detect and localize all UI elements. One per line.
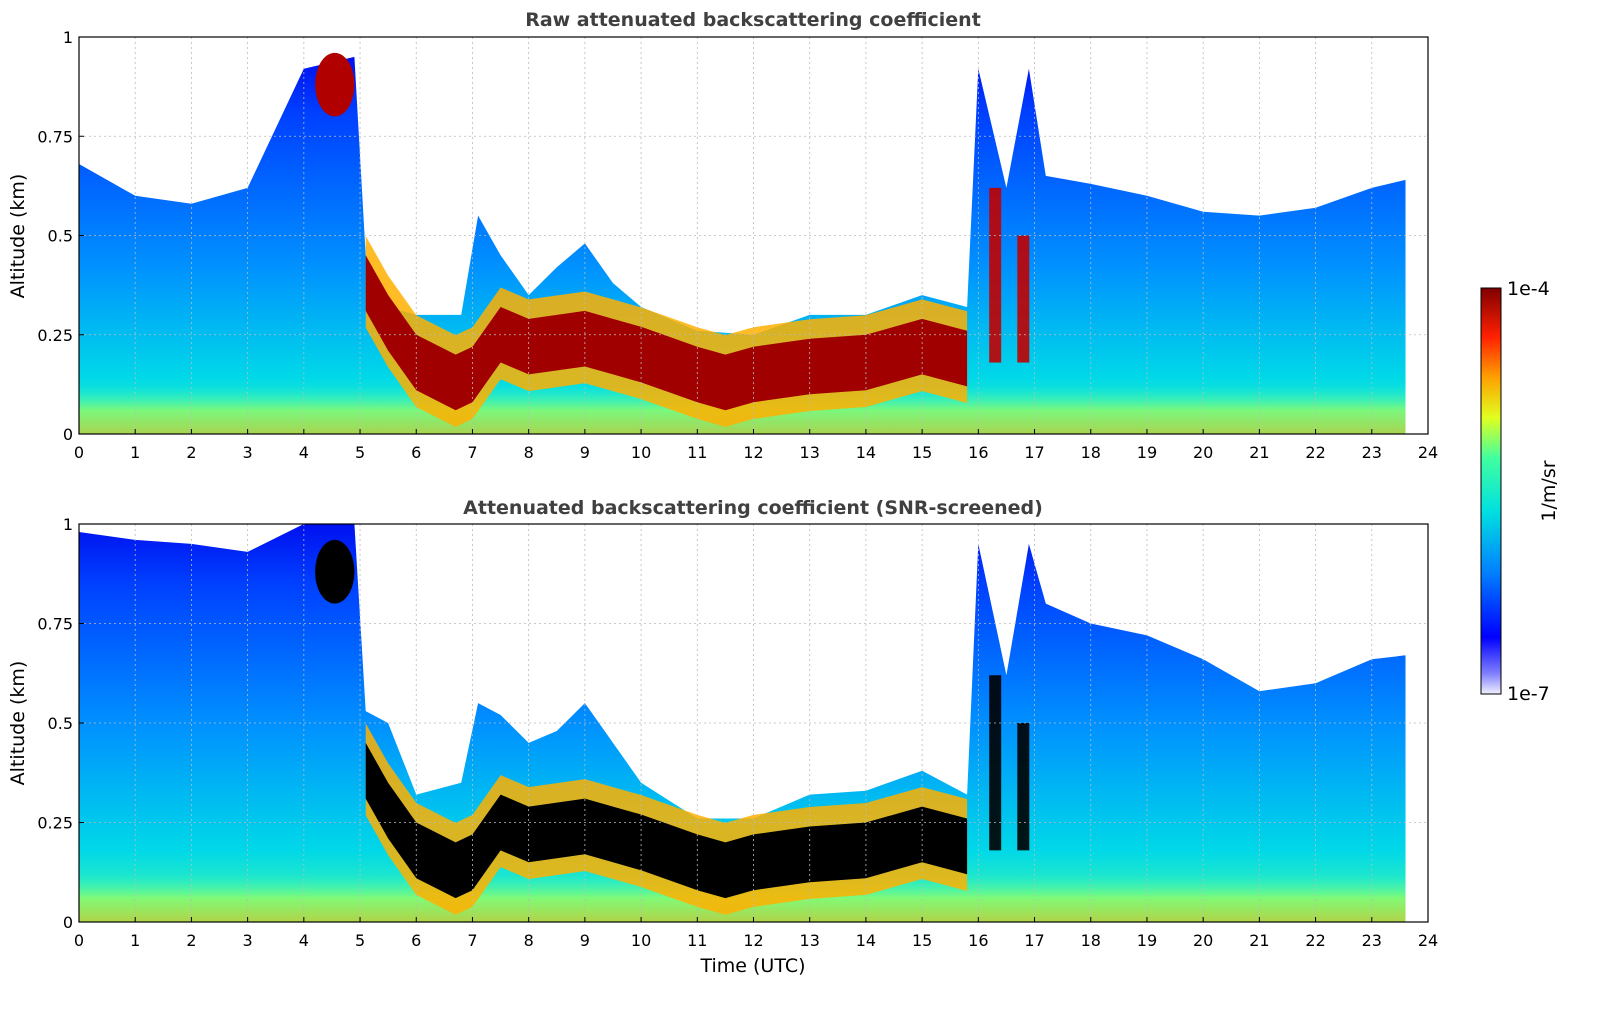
x-tick-label: 14 [856, 931, 876, 950]
y-tick-label: 0.5 [48, 714, 73, 733]
elevated-cloud [315, 539, 355, 604]
x-tick-label: 4 [299, 443, 309, 462]
colorbar: 1e-4 1e-7 1/m/sr [1480, 278, 1560, 705]
x-tick-label: 13 [800, 931, 820, 950]
x-tick-label: 16 [968, 931, 988, 950]
y-tick-label: 0.25 [37, 326, 73, 345]
x-tick-label: 9 [580, 443, 590, 462]
x-tick-label: 4 [299, 931, 309, 950]
cloud-core [365, 255, 968, 411]
colorbar-gradient [1480, 287, 1502, 695]
fall-streak [1017, 235, 1030, 363]
x-tick-label: 22 [1305, 931, 1325, 950]
x-tick-label: 24 [1418, 931, 1438, 950]
y-tick-label: 0.75 [37, 615, 73, 634]
x-tick-label: 19 [1137, 443, 1157, 462]
screened-panel-title: Attenuated backscattering coefficient (S… [463, 497, 1043, 519]
x-tick-label: 15 [912, 931, 932, 950]
x-tick-label: 5 [355, 931, 365, 950]
cloud-core [365, 742, 968, 899]
x-tick-label: 11 [687, 931, 707, 950]
fall-streak [989, 187, 1002, 363]
x-tick-label: 3 [243, 931, 253, 950]
x-tick-label: 20 [1193, 443, 1213, 462]
x-tick-label: 17 [1024, 443, 1044, 462]
x-tick-label: 3 [243, 443, 253, 462]
y-tick-label: 0.25 [37, 814, 73, 833]
x-tick-label: 17 [1024, 931, 1044, 950]
y-tick-labels-2: 0 0.25 0.5 0.75 1 [37, 515, 84, 932]
fall-streak [989, 675, 1002, 851]
x-tick-label: 22 [1305, 443, 1325, 462]
x-tick-label: 6 [411, 443, 421, 462]
x-tick-label: 7 [467, 931, 477, 950]
raw-backscatter-panel: Raw attenuated backscattering coefficien… [7, 9, 1438, 462]
x-tick-label: 19 [1137, 931, 1157, 950]
x-axis-label: Time (UTC) [699, 955, 805, 977]
x-tick-label: 14 [856, 443, 876, 462]
x-tick-label: 12 [743, 931, 763, 950]
x-tick-labels-1: 0 1 2 3 4 5 6 7 8 9 10 11 12 13 14 15 16 17 18 19 20 21 22 23 24 [74, 429, 1438, 462]
fall-streak [1017, 723, 1030, 851]
x-tick-label: 20 [1193, 931, 1213, 950]
x-tick-label: 12 [743, 443, 763, 462]
x-tick-label: 18 [1081, 443, 1101, 462]
x-tick-label: 23 [1362, 931, 1382, 950]
colorbar-max-label: 1e-4 [1507, 278, 1550, 300]
x-tick-label: 18 [1081, 931, 1101, 950]
x-tick-label: 8 [524, 443, 534, 462]
x-tick-label: 1 [130, 931, 140, 950]
y-tick-label: 1 [63, 28, 73, 47]
x-tick-label: 2 [186, 931, 196, 950]
x-tick-label: 1 [130, 443, 140, 462]
x-tick-label: 13 [800, 443, 820, 462]
x-tick-label: 16 [968, 443, 988, 462]
x-tick-label: 21 [1249, 931, 1269, 950]
x-tick-label: 11 [687, 443, 707, 462]
y-tick-label: 0.5 [48, 227, 73, 246]
x-tick-label: 0 [74, 931, 84, 950]
x-tick-label: 10 [631, 443, 651, 462]
x-tick-label: 7 [467, 443, 477, 462]
x-tick-label: 5 [355, 443, 365, 462]
x-tick-label: 24 [1418, 443, 1438, 462]
raw-panel-title: Raw attenuated backscattering coefficien… [525, 9, 981, 31]
x-tick-label: 21 [1249, 443, 1269, 462]
elevated-cloud [315, 52, 355, 117]
x-tick-label: 8 [524, 931, 534, 950]
y-tick-labels-1: 0 0.25 0.5 0.75 1 [37, 28, 84, 444]
y-tick-label: 0 [63, 425, 73, 444]
x-tick-label: 9 [580, 931, 590, 950]
x-tick-label: 10 [631, 931, 651, 950]
screened-backscatter-panel: Attenuated backscattering coefficient (S… [7, 497, 1438, 977]
x-tick-label: 15 [912, 443, 932, 462]
y-tick-label: 1 [63, 515, 73, 534]
colorbar-min-label: 1e-7 [1507, 683, 1550, 705]
x-tick-label: 2 [186, 443, 196, 462]
x-tick-label: 6 [411, 931, 421, 950]
colorbar-unit-label: 1/m/sr [1538, 460, 1560, 521]
x-tick-label: 23 [1362, 443, 1382, 462]
y-axis-label-2: Altitude (km) [7, 661, 29, 786]
y-axis-label-1: Altitude (km) [7, 174, 29, 299]
y-tick-label: 0 [63, 913, 73, 932]
y-tick-label: 0.75 [37, 127, 73, 146]
backscatter-field-1 [79, 52, 1406, 435]
x-tick-labels-2: 0 1 2 3 4 5 6 7 8 9 10 11 12 13 14 15 16 17 18 19 20 21 22 23 24 [74, 917, 1438, 950]
x-tick-label: 0 [74, 443, 84, 462]
